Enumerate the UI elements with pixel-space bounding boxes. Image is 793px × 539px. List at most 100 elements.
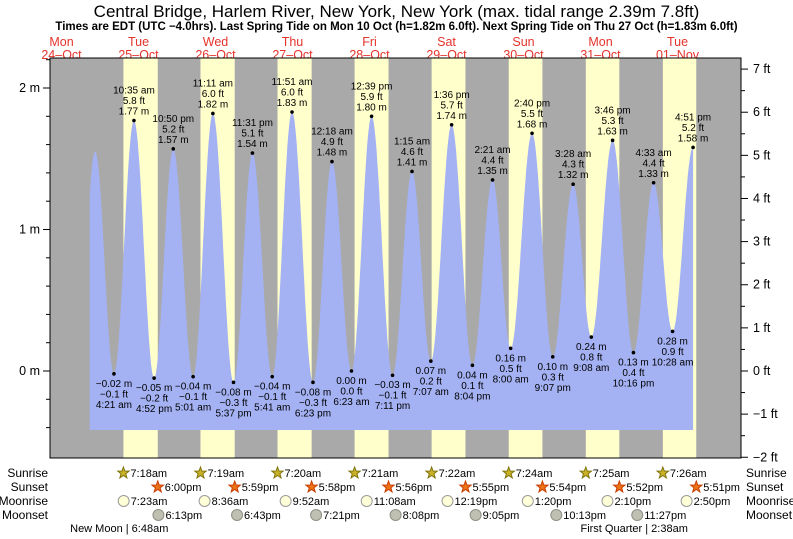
low-tide-annotation-line: 0.28 m — [657, 336, 688, 347]
row-label-right-sunrise: Sunrise — [746, 466, 787, 480]
row-label-right-moonset: Moonset — [746, 508, 793, 522]
low-tide-annotation-line: 0.13 m — [618, 358, 649, 369]
high-tide-annotation-line: 1.68 m — [517, 119, 548, 130]
row-label-left-moonrise: Moonrise — [0, 494, 48, 508]
high-tide-annotation-line: 1.41 m — [397, 157, 428, 168]
high-tide-annotation-line: 5.1 ft — [241, 129, 263, 140]
right-axis-label: 4 ft — [753, 191, 771, 205]
moonrise-moon-icon — [117, 495, 130, 507]
low-tide-annotation-line: −0.04 m — [254, 382, 290, 393]
sunrise-time: 7:20am — [285, 468, 322, 480]
moonrise-moon-icon — [360, 495, 373, 507]
sunset-star-icon — [304, 479, 319, 494]
moonset-moon-icon — [389, 509, 402, 521]
astro-rows: Sunrise Sunrise 7:18am 7:19am 7:20am 7:21am 7:… — [0, 465, 793, 535]
sunrise-star-icon — [655, 465, 670, 480]
high-tide-annotation-line: 1.82 m — [198, 99, 229, 110]
high-tide-annotation-line: 5.9 ft — [360, 92, 382, 103]
tide-extreme-dot — [152, 376, 156, 380]
low-tide-annotation-line: 0.8 ft — [580, 353, 602, 364]
low-tide-annotation-line: 9:08 am — [573, 363, 609, 374]
tide-extreme-dot — [429, 359, 433, 363]
high-tide-annotation-line: 11:51 am — [272, 77, 313, 88]
low-tide-annotation-line: 5:41 am — [254, 403, 290, 414]
sunrise-time: 7:24am — [516, 468, 553, 480]
right-axis-label: 3 ft — [753, 235, 771, 249]
day-label-dow: Sun — [512, 35, 534, 49]
low-tide-annotation-line: 0.24 m — [576, 342, 607, 353]
right-axis-label: 2 ft — [753, 278, 771, 292]
moonset-time: 10:13pm — [563, 510, 606, 522]
high-tide-annotation-line: 4.3 ft — [562, 160, 584, 171]
low-tide-annotation-line: 0.0 ft — [340, 387, 362, 398]
moonset-moon-icon — [152, 509, 165, 521]
low-tide-annotation-line: −0.3 ft — [219, 398, 247, 409]
low-tide-annotation-line: 6:23 pm — [295, 408, 331, 419]
moonset-moon-icon — [231, 509, 244, 521]
high-tide-annotation-line: 10:35 am — [113, 86, 155, 97]
sunrise-time: 7:26am — [670, 468, 707, 480]
low-tide-annotation-line: 9:07 pm — [535, 383, 571, 394]
moon-phase-label: New Moon | 6:48am — [70, 523, 168, 535]
tide-extreme-dot — [470, 363, 475, 368]
tide-extreme-dot — [410, 169, 414, 174]
row-label-left-moonset: Moonset — [2, 508, 49, 522]
moonrise-time: 2:50pm — [694, 496, 731, 508]
day-label-dow: Tue — [667, 35, 688, 49]
tide-extreme-dot — [589, 335, 594, 339]
high-tide-annotation-line: 11:31 pm — [232, 118, 273, 129]
sunset-star-icon — [689, 479, 704, 494]
high-tide-annotation-line: 3:28 am — [555, 149, 591, 160]
sunrise-star-icon — [116, 465, 131, 480]
tide-extreme-dot — [610, 138, 615, 143]
moonset-moon-icon — [469, 509, 482, 521]
right-axis-label: 7 ft — [753, 62, 771, 76]
day-label-dow: Thu — [282, 35, 304, 49]
tide-curve-area — [89, 112, 694, 430]
sunset-star-icon — [227, 479, 242, 494]
tide-extreme-dot — [691, 145, 695, 150]
high-tide-annotation-line: 5.7 ft — [441, 100, 463, 111]
tide-extreme-dot — [490, 178, 495, 182]
low-tide-annotation-line: −0.1 ft — [100, 389, 128, 400]
sunrise-time: 7:18am — [130, 468, 167, 480]
moonrise-moon-icon — [680, 495, 693, 507]
high-tide-annotation-line: 5.3 ft — [601, 116, 623, 127]
moonrise-time: 1:20pm — [535, 496, 572, 508]
moonset-time: 8:08pm — [403, 510, 440, 522]
moon-phase-label: First Quarter | 2:38am — [580, 523, 687, 535]
tide-extreme-dot — [651, 181, 656, 185]
low-tide-annotation-line: −0.02 m — [96, 379, 132, 390]
sunset-star-icon — [535, 479, 550, 494]
tide-extreme-dot — [311, 380, 315, 385]
sunrise-star-icon — [347, 465, 362, 480]
high-tide-annotation-line: 1.74 m — [436, 111, 467, 122]
right-axis-label: 1 ft — [753, 321, 771, 335]
high-tide-annotation-line: 5.2 ft — [682, 123, 704, 134]
tide-extreme-dot — [390, 373, 395, 378]
low-tide-annotation-line: −0.1 ft — [379, 391, 407, 402]
high-tide-annotation-line: 1.77 m — [119, 107, 150, 118]
tide-extreme-dot — [369, 114, 374, 119]
moonrise-time: 12:19pm — [455, 496, 498, 508]
high-tide-annotation-line: 1.63 m — [597, 126, 628, 137]
sunset-time: 5:52pm — [626, 482, 663, 494]
row-label-left-sunset: Sunset — [11, 480, 49, 494]
tide-extreme-dot — [330, 159, 334, 164]
low-tide-annotation-line: 5:37 pm — [215, 408, 251, 419]
low-tide-annotation-line: 0.07 m — [416, 366, 447, 377]
tide-extreme-dot — [449, 122, 454, 127]
high-tide-annotation-line: 1.80 m — [356, 102, 387, 113]
high-tide-annotation-line: 1.48 m — [317, 148, 348, 159]
low-tide-annotation-line: −0.03 m — [374, 380, 410, 391]
high-tide-annotation-line: 4.9 ft — [321, 137, 343, 148]
moonrise-time: 2:10pm — [614, 496, 651, 508]
high-tide-annotation-line: 10:50 pm — [152, 114, 194, 125]
sunset-time: 5:59pm — [242, 482, 279, 494]
right-axis-label: 6 ft — [753, 105, 771, 119]
low-tide-annotation-line: 0.3 ft — [542, 372, 564, 383]
tide-extreme-dot — [290, 110, 294, 114]
moonrise-time: 9:52am — [293, 496, 330, 508]
low-tide-annotation-line: −0.2 ft — [140, 394, 168, 405]
moonrise-moon-icon — [441, 495, 454, 507]
